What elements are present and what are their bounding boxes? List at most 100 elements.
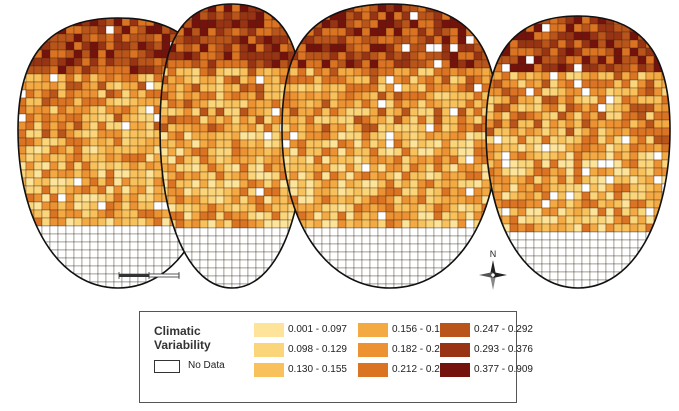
grid-cell bbox=[621, 87, 631, 97]
grid-cell bbox=[191, 4, 201, 13]
grid-cell bbox=[18, 241, 27, 251]
grid-cell bbox=[49, 57, 59, 67]
grid-cell bbox=[465, 203, 475, 213]
grid-cell bbox=[329, 147, 339, 157]
grid-cell bbox=[89, 225, 99, 235]
grid-cell bbox=[313, 107, 323, 117]
grid-cell bbox=[113, 209, 123, 219]
grid-cell bbox=[417, 35, 427, 45]
grid-cell bbox=[393, 131, 403, 141]
legend-label: 0.247 - 0.292 bbox=[474, 324, 533, 335]
grid-cell bbox=[231, 195, 241, 205]
grid-cell bbox=[271, 123, 281, 133]
grid-cell bbox=[589, 95, 599, 105]
grid-cell bbox=[49, 273, 59, 283]
grid-cell bbox=[313, 11, 323, 21]
grid-cell bbox=[377, 4, 387, 13]
grid-cell bbox=[377, 195, 387, 205]
grid-cell bbox=[81, 249, 91, 259]
grid-cell bbox=[73, 41, 83, 51]
grid-cell bbox=[65, 273, 75, 283]
grid-cell bbox=[533, 183, 543, 193]
grid-cell bbox=[105, 49, 115, 59]
grid-cell bbox=[223, 259, 233, 269]
grid-cell bbox=[263, 275, 273, 285]
grid-cell bbox=[417, 235, 427, 245]
grid-cell bbox=[385, 35, 395, 45]
grid-cell bbox=[160, 123, 169, 133]
grid-cell bbox=[121, 113, 131, 123]
grid-cell bbox=[457, 35, 467, 45]
grid-cell bbox=[489, 51, 498, 61]
grid-cell bbox=[457, 267, 467, 277]
grid-cell bbox=[433, 51, 443, 61]
grid-cell bbox=[345, 35, 355, 45]
grid-cell bbox=[433, 91, 443, 101]
grid-cell bbox=[509, 71, 519, 81]
grid-cell bbox=[653, 191, 663, 201]
grid-cell bbox=[361, 155, 371, 165]
grid-cell bbox=[297, 131, 307, 141]
grid-cell bbox=[573, 191, 583, 201]
grid-cell bbox=[637, 103, 647, 113]
grid-cell bbox=[417, 187, 427, 197]
grid-cell bbox=[565, 111, 575, 121]
grid-cell bbox=[557, 207, 567, 217]
grid-cell bbox=[271, 179, 281, 189]
grid-cell bbox=[605, 151, 615, 161]
grid-cell bbox=[73, 65, 83, 75]
grid-cell bbox=[207, 267, 217, 277]
grid-cell bbox=[297, 275, 307, 285]
grid-cell bbox=[247, 19, 257, 29]
grid-cell bbox=[481, 67, 491, 77]
grid-cell bbox=[297, 115, 307, 125]
grid-cell bbox=[263, 211, 273, 221]
grid-cell bbox=[73, 281, 83, 288]
grid-cell bbox=[385, 219, 395, 229]
grid-cell bbox=[653, 71, 663, 81]
grid-cell bbox=[313, 147, 323, 157]
grid-cell bbox=[73, 145, 83, 155]
grid-cell bbox=[263, 67, 273, 77]
grid-cell bbox=[207, 27, 217, 37]
grid-cell bbox=[541, 175, 551, 185]
grid-cell bbox=[321, 67, 331, 77]
grid-cell bbox=[573, 151, 583, 161]
grid-cell bbox=[207, 179, 217, 189]
grid-cell bbox=[509, 207, 519, 217]
grid-cell bbox=[533, 71, 543, 81]
grid-cell bbox=[113, 193, 123, 203]
grid-cell bbox=[449, 91, 459, 101]
grid-cell bbox=[517, 55, 527, 65]
grid-cell bbox=[129, 153, 139, 163]
grid-cell bbox=[541, 111, 551, 121]
grid-cell bbox=[605, 127, 615, 137]
grid-cell bbox=[353, 251, 363, 261]
grid-cell bbox=[18, 18, 27, 27]
legend-swatch bbox=[254, 343, 284, 357]
grid-cell bbox=[137, 97, 147, 107]
grid-cell bbox=[65, 225, 75, 235]
grid-cell bbox=[167, 83, 177, 93]
grid-cell bbox=[223, 195, 233, 205]
grid-cell bbox=[597, 167, 607, 177]
grid-cell bbox=[645, 239, 655, 249]
grid-cell bbox=[183, 155, 193, 165]
grid-cell bbox=[637, 143, 647, 153]
grid-cell bbox=[321, 43, 331, 53]
grid-cell bbox=[105, 145, 115, 155]
grid-cell bbox=[393, 275, 403, 285]
grid-cell bbox=[199, 187, 209, 197]
grid-cell bbox=[369, 267, 379, 277]
grid-cell bbox=[401, 251, 411, 261]
grid-cell bbox=[493, 87, 503, 97]
grid-cell bbox=[65, 257, 75, 267]
grid-cell bbox=[297, 99, 307, 109]
grid-cell bbox=[105, 41, 115, 51]
grid-cell bbox=[509, 271, 519, 281]
grid-cell bbox=[145, 121, 155, 131]
grid-cell bbox=[573, 47, 583, 57]
grid-cell bbox=[457, 147, 467, 157]
grid-cell bbox=[121, 145, 131, 155]
grid-cell bbox=[89, 25, 99, 35]
